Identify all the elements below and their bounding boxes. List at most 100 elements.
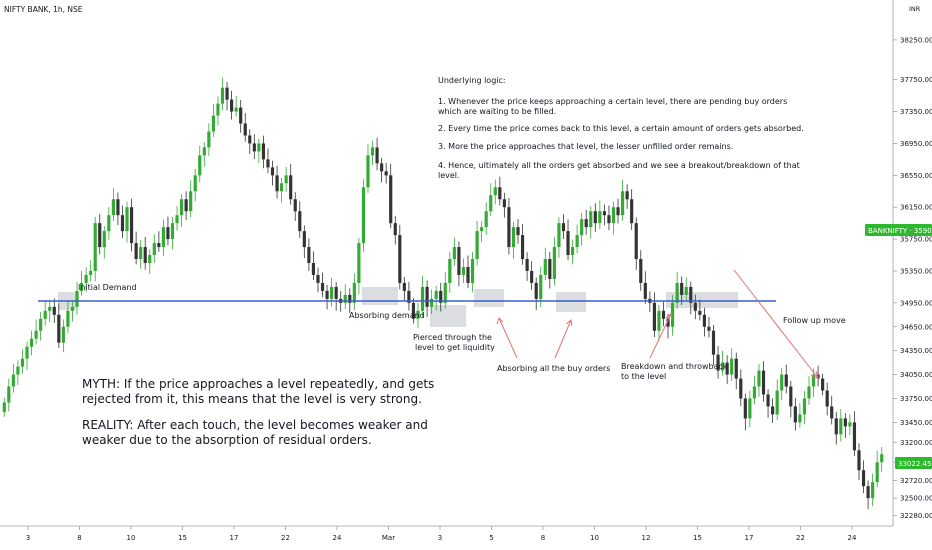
candle-body: [411, 302, 416, 319]
arrow-breakdown: [649, 313, 672, 359]
logic-text-block: Underlying logic: 1. Whenever the price …: [438, 76, 804, 180]
candle-body: [161, 227, 165, 248]
candle-body: [402, 282, 406, 291]
candle-body: [684, 286, 688, 295]
candle-body: [516, 227, 520, 236]
candle-body: [871, 482, 875, 499]
logic-line-3: 3. More the price approaches that level,…: [438, 142, 733, 151]
candle-body: [825, 390, 829, 407]
arrow-follow-up-head: [810, 370, 819, 379]
time-axis[interactable]: 3 8 10 15 17 22 24 Mar 3 5 8 10 12 15 17 22 24: [26, 526, 857, 542]
y-tick-label: 36550.00: [900, 172, 932, 180]
candle-body: [157, 243, 161, 248]
y-tick-label: 35750.00: [900, 236, 932, 244]
candle-body: [643, 282, 647, 299]
candle-body: [193, 175, 197, 192]
candle-body: [675, 282, 679, 303]
candle-body: [530, 270, 534, 283]
candle-body: [61, 326, 65, 343]
candle-body: [434, 290, 438, 299]
candle-body: [611, 207, 616, 224]
x-tick-label: 22: [796, 534, 805, 542]
candle-body: [502, 199, 506, 208]
candle-body: [852, 422, 857, 451]
candle-body: [184, 199, 188, 212]
candle-body: [811, 374, 816, 387]
candle-body: [866, 486, 870, 499]
candle-body: [570, 247, 575, 256]
candle-body: [125, 207, 129, 232]
candle-body: [334, 286, 338, 299]
candle-body: [757, 370, 761, 387]
arrow-follow-up: [733, 269, 819, 379]
candle-body: [498, 187, 502, 200]
candle-body: [630, 199, 634, 224]
candle-body: [143, 247, 147, 263]
candle-body: [807, 386, 811, 399]
y-tick-label: 34950.00: [900, 299, 932, 307]
zone-breakdown: [666, 292, 738, 308]
candle-body: [771, 406, 775, 415]
candle-body: [216, 103, 220, 116]
label-breakdown-1: Breakdown and throwback: [621, 362, 728, 371]
candle-body: [861, 470, 866, 487]
candle-body: [139, 247, 143, 260]
candle-body: [298, 211, 302, 232]
x-tick-label: 22: [281, 534, 290, 542]
candle-body: [711, 330, 716, 355]
candle-body: [625, 191, 629, 200]
candle-body: [311, 263, 316, 275]
myth-line-1: MYTH: If the price approaches a level re…: [82, 377, 434, 391]
candles: [2, 77, 884, 510]
candle-body: [393, 223, 397, 236]
candle-body: [84, 274, 88, 283]
candle-body: [493, 187, 497, 196]
myth-reality-block: MYTH: If the price approaches a level re…: [82, 377, 434, 447]
candle-body: [220, 87, 225, 104]
candle-body: [439, 290, 443, 303]
candle-body: [20, 358, 25, 367]
candle-body: [307, 247, 311, 263]
candle-body: [320, 282, 325, 291]
y-tick-label: 34650.00: [900, 323, 932, 331]
candle-body: [39, 318, 43, 331]
candle-body: [330, 286, 334, 299]
zone-absorbing-buy-1: [474, 289, 504, 307]
x-tick-label: 8: [541, 534, 545, 542]
candle-body: [102, 231, 106, 248]
candle-body: [116, 199, 120, 216]
chart-symbol-title[interactable]: NIFTY BANK, 1h, NSE: [4, 5, 83, 14]
candle-body: [366, 155, 370, 188]
candle-body: [839, 418, 843, 435]
candle-body: [425, 286, 429, 307]
logic-line-1a: 1. Whenever the price keeps approaching …: [438, 97, 787, 106]
candle-body: [111, 199, 115, 216]
candle-body: [671, 302, 675, 327]
last-price-badge-text: 33022.45: [898, 460, 931, 468]
candle-body: [384, 171, 388, 176]
candle-body: [766, 394, 770, 407]
candle-body: [93, 223, 97, 271]
candle-body: [730, 358, 734, 375]
price-axis[interactable]: 38250.00 37750.00 37350.00 36950.00 36550.00…: [893, 36, 932, 520]
label-pierced-2: level to get liquidity: [415, 343, 495, 352]
candle-body: [780, 374, 784, 391]
candle-body: [225, 87, 229, 100]
x-tick-label: 10: [127, 534, 136, 542]
candle-body: [539, 274, 543, 299]
candle-body: [89, 270, 93, 275]
candle-body: [793, 406, 797, 423]
candle-body: [261, 143, 266, 160]
candle-body: [548, 259, 552, 279]
candle-body: [452, 247, 456, 260]
candle-body: [230, 99, 234, 112]
candle-body: [584, 219, 588, 228]
candle-body: [166, 227, 170, 240]
candle-body: [98, 223, 102, 248]
candle-body: [134, 243, 138, 260]
candle-body: [470, 259, 475, 283]
y-tick-label: 32720.00: [900, 477, 932, 485]
candle-body: [752, 386, 757, 399]
candle-body: [702, 314, 707, 327]
